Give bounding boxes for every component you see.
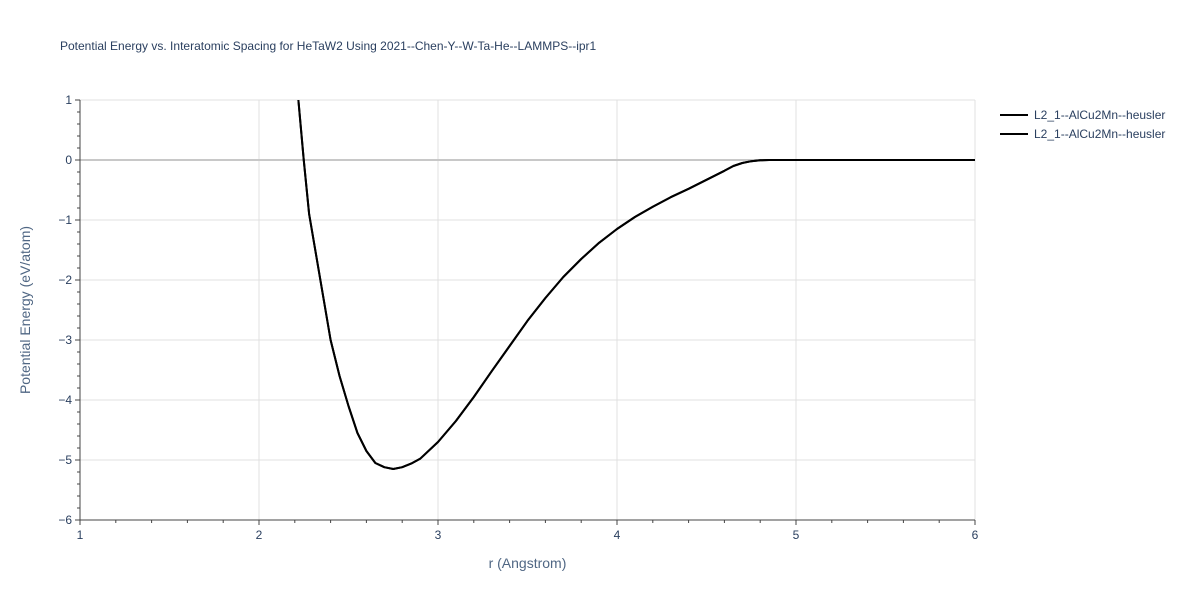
y-tick-label: −6	[58, 513, 72, 527]
y-tick-label: −4	[58, 393, 72, 407]
y-tick-label: 1	[65, 93, 72, 107]
series-line-2	[297, 100, 975, 470]
series-line-1	[297, 100, 975, 470]
series-lines	[297, 100, 975, 470]
legend-item-1[interactable]: L2_1--AlCu2Mn--heusler	[1000, 108, 1165, 122]
chart-title: Potential Energy vs. Interatomic Spacing…	[60, 39, 597, 53]
axes	[75, 99, 976, 525]
x-tick-label: 3	[435, 528, 442, 542]
tick-labels: 1 2 3 4 5 6 1 0 −1 −2 −3 −4 −5 −6	[58, 93, 978, 542]
x-axis-title: r (Angstrom)	[489, 555, 567, 571]
y-axis-title: Potential Energy (eV/atom)	[17, 226, 33, 394]
x-tick-label: 5	[793, 528, 800, 542]
y-tick-label: 0	[65, 153, 72, 167]
x-tick-label: 6	[972, 528, 979, 542]
y-tick-label: −1	[58, 213, 72, 227]
legend[interactable]: L2_1--AlCu2Mn--heusler L2_1--AlCu2Mn--heu…	[1000, 108, 1165, 141]
legend-label: L2_1--AlCu2Mn--heusler	[1034, 127, 1165, 141]
x-tick-label: 4	[614, 528, 621, 542]
legend-item-2[interactable]: L2_1--AlCu2Mn--heusler	[1000, 127, 1165, 141]
y-tick-label: −3	[58, 333, 72, 347]
legend-label: L2_1--AlCu2Mn--heusler	[1034, 108, 1165, 122]
grid-lines	[80, 99, 976, 520]
x-tick-label: 2	[256, 528, 263, 542]
y-tick-label: −2	[58, 273, 72, 287]
y-tick-label: −5	[58, 453, 72, 467]
x-tick-label: 1	[77, 528, 84, 542]
